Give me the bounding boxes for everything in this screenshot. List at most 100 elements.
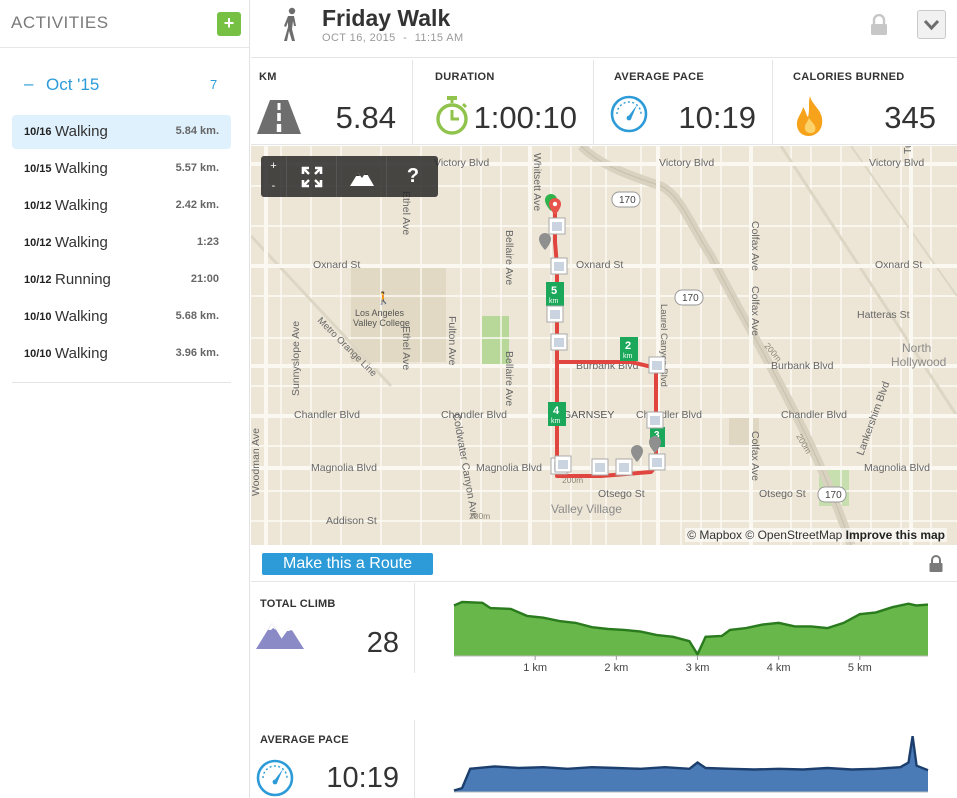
map-label: Sunnyslope Ave — [290, 321, 302, 396]
finish-pin-icon[interactable] — [549, 198, 561, 215]
map-label: Hatteras St — [857, 309, 910, 321]
month-group-toggle[interactable]: – Oct '15 7 — [0, 74, 250, 96]
map-label: Ethel Ave — [400, 191, 412, 235]
stat-label: DURATION — [435, 71, 495, 83]
activity-value: 5.84 km. — [175, 125, 219, 137]
map-label: Victory Blvd — [659, 157, 714, 169]
activity-type: Walking — [55, 345, 108, 362]
lock-icon[interactable] — [869, 14, 889, 36]
stat-label: AVERAGE PACE — [614, 71, 704, 83]
activity-type: Walking — [55, 197, 108, 214]
map-attribution: © Mapbox © OpenStreetMap Improve this ma… — [685, 528, 947, 542]
college-campus-area — [351, 264, 446, 362]
map-label: km — [551, 418, 561, 425]
terrain-button[interactable] — [338, 156, 387, 197]
speedometer-icon — [610, 95, 648, 133]
activity-value: 5.68 km. — [175, 310, 219, 322]
activity-item[interactable]: 10/15 Walking 5.57 km. — [12, 152, 231, 186]
map-label: Victory Blvd — [869, 157, 924, 169]
zoom-out-button[interactable]: - — [271, 180, 276, 192]
activity-date: 10/16 — [24, 126, 52, 138]
fullscreen-button[interactable] — [288, 156, 337, 197]
mapbox-link[interactable]: © Mapbox — [687, 528, 743, 542]
map-label: Colfax Ave — [749, 221, 761, 271]
add-activity-button[interactable]: + — [217, 12, 241, 36]
map-label: Colfax Ave — [749, 431, 761, 481]
help-button[interactable]: ? — [406, 165, 420, 187]
walking-person-icon — [284, 7, 296, 41]
park-area — [482, 316, 509, 364]
map-label: Los Angeles — [355, 308, 405, 318]
route-bar: Make this a Route — [251, 546, 957, 582]
activity-value: 21:00 — [190, 273, 219, 285]
climb-chart[interactable]: 1 km 2 km 3 km 4 km 5 km — [451, 591, 931, 676]
sidebar-divider — [12, 382, 231, 383]
lock-icon[interactable] — [928, 555, 944, 573]
activity-date: 10/12 — [24, 274, 52, 286]
route-map[interactable]: Victory Blvd Victory Blvd Victory Blvd O… — [251, 146, 957, 545]
metric-label: TOTAL CLIMB — [260, 598, 336, 610]
metric-value: 10:19 — [326, 762, 399, 794]
metric-label: AVERAGE PACE — [260, 734, 349, 746]
stat-duration: DURATION 1:00:10 — [414, 60, 594, 145]
map-label: 170 — [619, 195, 636, 206]
section-divider — [414, 720, 415, 798]
chart-line — [453, 600, 929, 657]
activity-title: Friday Walk — [322, 5, 451, 31]
km-marker — [548, 402, 566, 426]
activity-item[interactable]: 10/12 Walking 2.42 km. — [12, 189, 231, 223]
map-label: Ethel Ave — [400, 326, 412, 370]
pace-chart[interactable] — [451, 728, 931, 798]
improve-map-link[interactable]: Improve this map — [845, 528, 945, 542]
metric-value: 28 — [366, 627, 399, 659]
map-label: 200m — [469, 511, 490, 521]
stats-bar: KM 5.84 DURATION 1:00:10 — [251, 60, 957, 145]
month-count: 7 — [210, 77, 218, 92]
map-label: Burbank Blvd — [771, 360, 834, 372]
average-pace-section: AVERAGE PACE 10:19 — [251, 720, 957, 798]
chart-tick-label: 3 km — [686, 662, 710, 674]
activity-date: 10/10 — [24, 348, 52, 360]
chart-tick-label: 1 km — [523, 662, 547, 674]
activity-value: 2.42 km. — [175, 199, 219, 211]
map-label: 200m — [562, 475, 583, 485]
pause-pin-icon[interactable] — [631, 445, 643, 462]
map-label: 4 — [553, 405, 560, 417]
make-route-button[interactable]: Make this a Route — [262, 553, 433, 575]
pause-pin-icon[interactable] — [539, 233, 551, 250]
photo-markers[interactable] — [546, 217, 666, 476]
map-label: Magnolia Blvd — [311, 462, 377, 474]
map-label: Colfax Ave — [749, 286, 761, 336]
chart-tick-label: 2 km — [604, 662, 628, 674]
map-label: GARNSEY — [563, 409, 614, 421]
activity-type: Walking — [55, 160, 108, 177]
pause-pin-icon[interactable] — [649, 436, 661, 453]
osm-link[interactable]: © OpenStreetMap — [745, 528, 843, 542]
zoom-in-button[interactable]: + — [270, 160, 277, 172]
stat-km: KM 5.84 — [251, 60, 413, 145]
activity-item[interactable]: 10/10 Walking 3.96 km. — [12, 337, 231, 371]
road-icon — [257, 100, 301, 134]
map-label: Magnolia Blvd — [864, 462, 930, 474]
activity-item[interactable]: 10/12 Walking 1:23 — [12, 226, 231, 260]
options-dropdown-button[interactable] — [917, 10, 946, 39]
mountains-icon — [256, 623, 304, 649]
map-label: Bellaire Ave — [503, 230, 515, 285]
stat-calories: CALORIES BURNED 345 — [774, 60, 957, 145]
map-label: Magnolia Blvd — [476, 462, 542, 474]
map-label: Valley College — [353, 318, 410, 328]
map-label: Chandler Blvd — [636, 409, 702, 421]
map-label: 5 — [551, 285, 557, 297]
route-pins[interactable] — [539, 194, 661, 462]
stat-value: 10:19 — [678, 100, 756, 135]
activity-item[interactable]: 10/16 Walking 5.84 km. — [12, 115, 231, 149]
activity-date: 10/12 — [24, 237, 52, 249]
activity-item[interactable]: 10/12 Running 21:00 — [12, 263, 231, 297]
flame-icon — [796, 96, 823, 136]
map-label: Chandler Blvd — [781, 409, 847, 421]
activity-item[interactable]: 10/10 Walking 5.68 km. — [12, 300, 231, 334]
activity-date: 10/10 — [24, 311, 52, 323]
chart-area — [454, 736, 928, 792]
activity-date-text: OCT 16, 2015 — [322, 32, 396, 44]
zoom-controls: + - — [261, 156, 287, 197]
